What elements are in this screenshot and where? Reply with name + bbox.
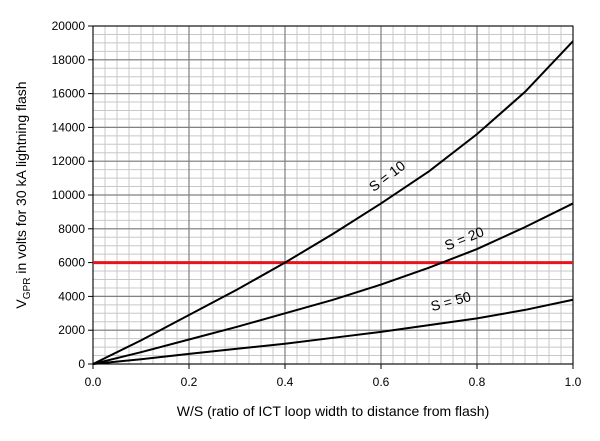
x-tick-label: 1.0	[565, 375, 582, 389]
y-tick-label: 16000	[52, 87, 86, 101]
y-tick-label: 10000	[52, 188, 86, 202]
series-line	[92, 202, 574, 365]
x-tick-label: 0.4	[277, 375, 294, 389]
y-tick-label: 0	[78, 357, 85, 371]
y-label-main: V	[13, 299, 29, 309]
x-tick-label: 0.0	[85, 375, 102, 389]
y-tick-label: 14000	[52, 120, 86, 134]
y-tick-label: 12000	[52, 154, 86, 168]
y-tick-label: 4000	[58, 289, 85, 303]
series-line	[92, 298, 574, 365]
series-line	[92, 40, 574, 365]
x-tick-label: 0.2	[181, 375, 198, 389]
y-tick-label: 20000	[52, 19, 86, 33]
y-label-rest: in volts for 30 kA lightning flash	[13, 81, 29, 277]
y-tick-label: 8000	[58, 222, 85, 236]
plot-border	[92, 25, 574, 365]
x-tick-label: 0.6	[373, 375, 390, 389]
y-label-sub: GPR	[22, 278, 33, 300]
x-axis-label: W/S (ratio of ICT loop width to distance…	[177, 403, 490, 419]
series-label: S = 50	[429, 288, 473, 314]
y-tick-label: 6000	[58, 256, 85, 270]
y-tick-label: 18000	[52, 53, 86, 67]
x-tick-label: 0.8	[469, 375, 486, 389]
y-axis-label: VGPR in volts for 30 kA lightning flash	[13, 81, 33, 308]
y-tick-label: 2000	[58, 323, 85, 337]
